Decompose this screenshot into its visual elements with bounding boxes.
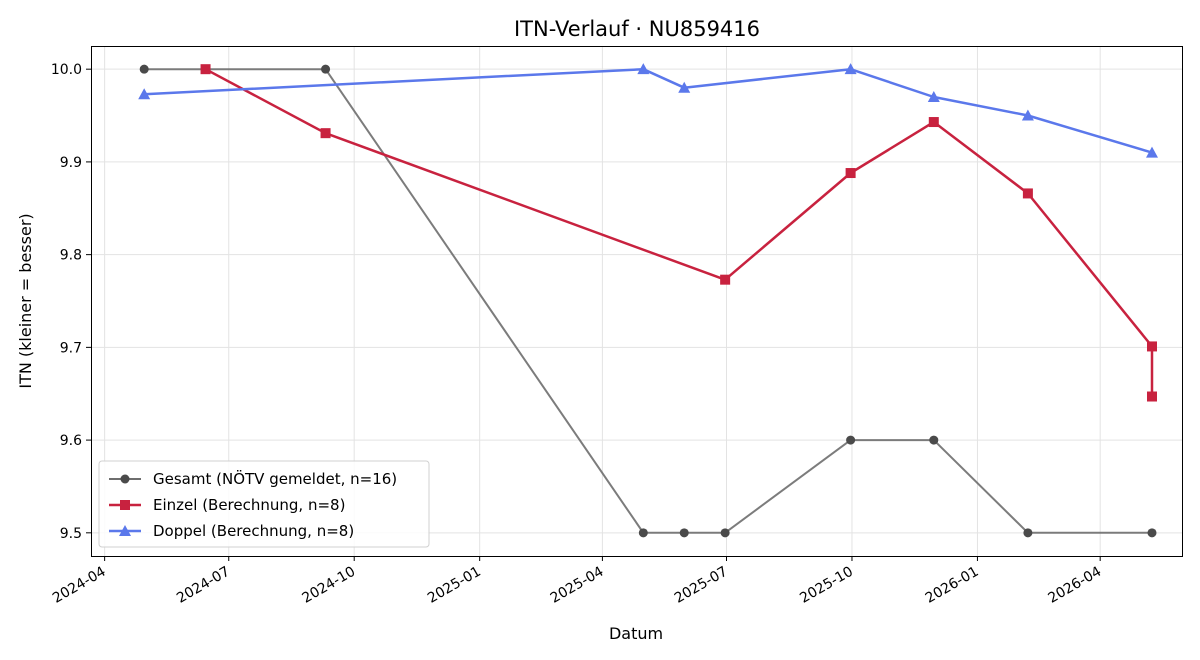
- data-point: [320, 128, 331, 139]
- data-point: [720, 528, 730, 538]
- series-layer: [138, 63, 1158, 538]
- grid: [91, 46, 1182, 556]
- data-point: [138, 88, 151, 100]
- data-point: [1147, 528, 1157, 538]
- legend-label: Gesamt (NÖTV gemeldet, n=16): [153, 469, 397, 488]
- y-axis-label: ITN (kleiner = besser): [16, 213, 35, 388]
- data-point: [139, 64, 149, 74]
- legend-marker: [120, 500, 130, 510]
- legend-label: Doppel (Berechnung, n=8): [153, 522, 354, 540]
- data-point: [200, 64, 211, 75]
- data-point: [846, 435, 856, 445]
- legend-label: Einzel (Berechnung, n=8): [153, 496, 345, 514]
- data-point: [845, 168, 856, 179]
- data-point: [1146, 391, 1157, 402]
- data-point: [927, 91, 940, 102]
- x-axis-label: Datum: [609, 624, 663, 643]
- data-point: [1022, 188, 1033, 199]
- data-point: [321, 64, 331, 74]
- data-point: [844, 63, 857, 75]
- y-tick-label: 9.7: [60, 340, 82, 356]
- y-tick-label: 9.8: [60, 248, 82, 264]
- plot-frame: [91, 46, 1183, 557]
- y-tick-label: 10.0: [51, 62, 82, 78]
- legend: Gesamt (NÖTV gemeldet, n=16) Einzel (Bere…: [98, 460, 430, 548]
- data-point: [1146, 341, 1157, 352]
- series-1: [139, 64, 1157, 538]
- series-2: [200, 64, 1157, 402]
- data-point: [678, 81, 691, 93]
- chart-title: ITN-Verlauf · NU859416: [514, 17, 760, 41]
- legend-marker: [119, 525, 131, 536]
- data-point: [929, 435, 939, 445]
- data-point: [679, 528, 689, 538]
- data-point: [720, 274, 731, 285]
- data-point: [1023, 528, 1033, 538]
- y-tick-label: 9.9: [60, 155, 82, 171]
- data-point: [1021, 109, 1034, 121]
- data-point: [1145, 146, 1158, 158]
- legend-box: [98, 460, 430, 548]
- y-tick-label: 9.5: [60, 526, 82, 542]
- series-line: [205, 68, 1154, 397]
- data-point: [637, 63, 650, 75]
- data-point: [928, 117, 939, 128]
- y-tick-label: 9.6: [60, 433, 82, 449]
- series-3: [138, 63, 1158, 158]
- legend-marker: [120, 474, 130, 484]
- data-point: [638, 528, 648, 538]
